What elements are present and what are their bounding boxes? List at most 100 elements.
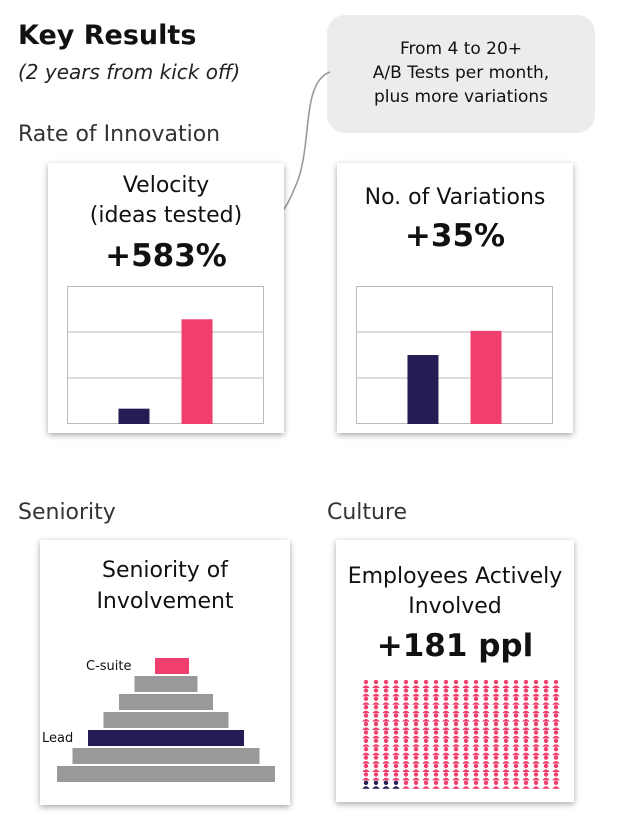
person-icon (482, 763, 490, 772)
person-icon (362, 772, 370, 781)
person-icon (532, 680, 540, 688)
person-icon (492, 696, 500, 705)
person-icon (522, 688, 530, 697)
person-icon (452, 763, 460, 772)
person-icon (552, 755, 560, 764)
person-icon (552, 713, 560, 722)
pyramid-label-lead: Lead (42, 731, 73, 746)
person-icon (462, 747, 470, 756)
person-icon (362, 763, 370, 772)
person-icon (442, 738, 450, 747)
person-icon (382, 755, 390, 764)
person-icon (442, 688, 450, 697)
person-icon (382, 763, 390, 772)
person-icon (542, 780, 550, 789)
person-icon (452, 738, 460, 747)
seniority-card: Seniority of Involvement C-suite Lead (40, 540, 290, 805)
person-icon (452, 713, 460, 722)
person-icon (452, 747, 460, 756)
person-icon (462, 721, 470, 730)
person-icon (522, 696, 530, 705)
person-icon (482, 730, 490, 739)
person-icon (532, 713, 540, 722)
callout-bubble: From 4 to 20+ A/B Tests per month, plus … (327, 15, 595, 133)
person-icon (482, 747, 490, 756)
person-icon (372, 688, 380, 697)
seniority-title-line: Involvement (96, 589, 234, 614)
person-icon (422, 755, 430, 764)
person-icon (502, 730, 510, 739)
person-icon (412, 705, 420, 714)
person-icon (552, 688, 560, 697)
person-icon (362, 688, 370, 697)
person-icon (362, 747, 370, 756)
person-icon (412, 688, 420, 697)
person-icon (492, 688, 500, 697)
person-icon (472, 780, 480, 789)
culture-value: +181 ppl (376, 628, 534, 664)
person-icon (502, 763, 510, 772)
person-icon (552, 747, 560, 756)
person-icon (402, 755, 410, 764)
person-icon (422, 747, 430, 756)
person-icon (492, 763, 500, 772)
person-icon (512, 763, 520, 772)
person-icon (552, 680, 560, 688)
person-icon (532, 705, 540, 714)
bar-before (118, 408, 150, 424)
person-icon (422, 730, 430, 739)
person-icon (442, 772, 450, 781)
person-icon (402, 705, 410, 714)
person-icon (492, 738, 500, 747)
person-icon (452, 705, 460, 714)
person-icon (392, 705, 400, 714)
person-icon (502, 747, 510, 756)
person-icon (502, 772, 510, 781)
person-icon (452, 688, 460, 697)
pyramid-level (155, 658, 189, 674)
person-icon (522, 755, 530, 764)
person-icon (512, 713, 520, 722)
person-icon (412, 772, 420, 781)
person-icon (472, 696, 480, 705)
person-icon (432, 780, 440, 789)
person-icon (382, 772, 390, 781)
person-icon (382, 747, 390, 756)
person-icon (482, 705, 490, 714)
person-icon (532, 688, 540, 697)
person-icon (382, 738, 390, 747)
person-icon (412, 763, 420, 772)
person-icon (422, 772, 430, 781)
person-icon (392, 738, 400, 747)
person-icon (552, 772, 560, 781)
person-icon (492, 705, 500, 714)
person-icon (472, 738, 480, 747)
person-icon (532, 755, 540, 764)
person-icon (512, 780, 520, 789)
section-seniority: Seniority (18, 500, 116, 525)
person-icon (372, 730, 380, 739)
velocity-title-line: (ideas tested) (89, 203, 243, 228)
person-icon (522, 747, 530, 756)
person-icon (422, 696, 430, 705)
person-icon (422, 688, 430, 697)
person-icon (482, 738, 490, 747)
person-icon (452, 730, 460, 739)
person-icon (432, 730, 440, 739)
person-icon (542, 763, 550, 772)
pyramid-label-csuite: C-suite (86, 659, 132, 674)
person-icon (442, 730, 450, 739)
chart-frame (67, 286, 264, 424)
person-icon (392, 688, 400, 697)
person-icon (502, 688, 510, 697)
culture-card: Employees Actively Involved +181 ppl (336, 540, 574, 802)
person-icon (372, 680, 380, 688)
people-grid (362, 680, 560, 789)
person-icon (422, 680, 430, 688)
person-icon (372, 763, 380, 772)
person-icon (522, 780, 530, 789)
person-icon (552, 763, 560, 772)
person-icon (522, 705, 530, 714)
person-icon (492, 721, 500, 730)
